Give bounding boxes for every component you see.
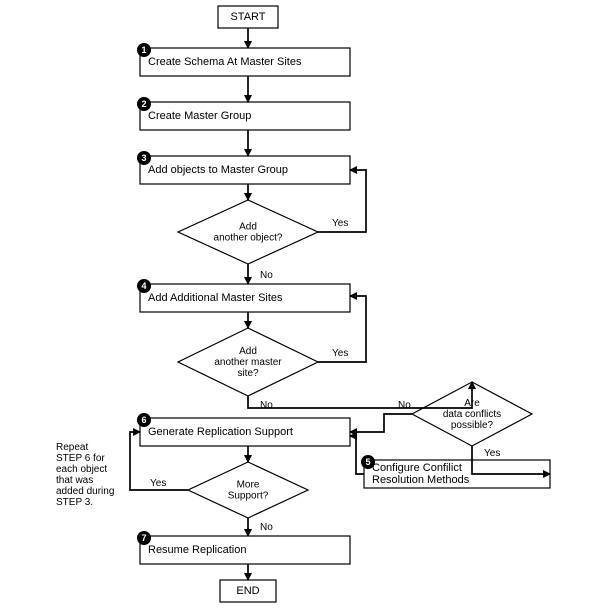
edge-line [350, 414, 412, 432]
side-note-line: Repeat [56, 442, 88, 453]
step-number: 5 [365, 457, 370, 467]
step-number: 7 [141, 533, 146, 543]
side-note-line: that was [56, 475, 93, 486]
node-step5: Configure ConfilictResolution Methods5 [361, 455, 550, 488]
node-end: END [220, 580, 276, 602]
edge-14: No [248, 518, 273, 536]
node-step3: Add objects to Master Group3 [137, 151, 350, 184]
decision-label: site? [237, 368, 259, 379]
node-label: Generate Replication Support [148, 426, 293, 438]
side-note-line: STEP 3. [56, 497, 93, 508]
decision-label: Add [239, 222, 257, 233]
decision-label: More [237, 480, 260, 491]
node-start: START [218, 6, 278, 28]
edge-4: No [248, 264, 273, 284]
side-note: RepeatSTEP 6 foreach objectthat wasadded… [56, 442, 114, 508]
edge-label: No [260, 270, 273, 281]
node-label: Add objects to Master Group [148, 164, 288, 176]
decision-label: Support? [228, 491, 269, 502]
edge-label: Yes [332, 218, 348, 229]
decision-label: data conflicts [443, 409, 501, 420]
edge-line [350, 436, 364, 474]
node-step7: Resume Replication7 [137, 531, 350, 564]
edge-label: Yes [332, 348, 348, 359]
edge-label: No [260, 400, 273, 411]
step-number: 4 [141, 281, 146, 291]
edge-9: No [350, 400, 412, 432]
edge-label: No [398, 400, 411, 411]
side-note-line: added during [56, 486, 114, 497]
node-label: Add Additional Master Sites [148, 292, 283, 304]
edge-label: Yes [150, 478, 166, 489]
side-note-line: STEP 6 for [56, 453, 105, 464]
node-label: Create Schema At Master Sites [148, 56, 302, 68]
node-dec4: MoreSupport? [188, 462, 308, 518]
edge-label: Yes [484, 448, 500, 459]
edge-11 [350, 436, 364, 474]
node-label: Resume Replication [148, 544, 246, 556]
node-step4: Add Additional Master Sites4 [137, 279, 350, 312]
step-number: 2 [141, 99, 146, 109]
node-dec2: Addanother mastersite? [178, 328, 318, 396]
edge-label: No [260, 522, 273, 533]
node-dec1: Addanother object? [178, 200, 318, 264]
node-label: Create Master Group [148, 110, 251, 122]
step-number: 3 [141, 153, 146, 163]
node-label: END [236, 585, 259, 597]
step-number: 6 [141, 415, 146, 425]
decision-label: another master [214, 357, 282, 368]
node-step6: Generate Replication Support6 [137, 413, 350, 446]
node-step1: Create Schema At Master Sites1 [137, 43, 350, 76]
decision-label: another object? [214, 233, 283, 244]
node-label: Resolution Methods [372, 474, 470, 486]
step-number: 1 [141, 45, 146, 55]
decision-label: Add [239, 346, 257, 357]
node-label: START [230, 11, 265, 23]
node-label: Configure Confilict [372, 462, 462, 474]
decision-label: possible? [451, 420, 494, 431]
side-note-line: each object [56, 464, 107, 475]
node-step2: Create Master Group2 [137, 97, 350, 130]
